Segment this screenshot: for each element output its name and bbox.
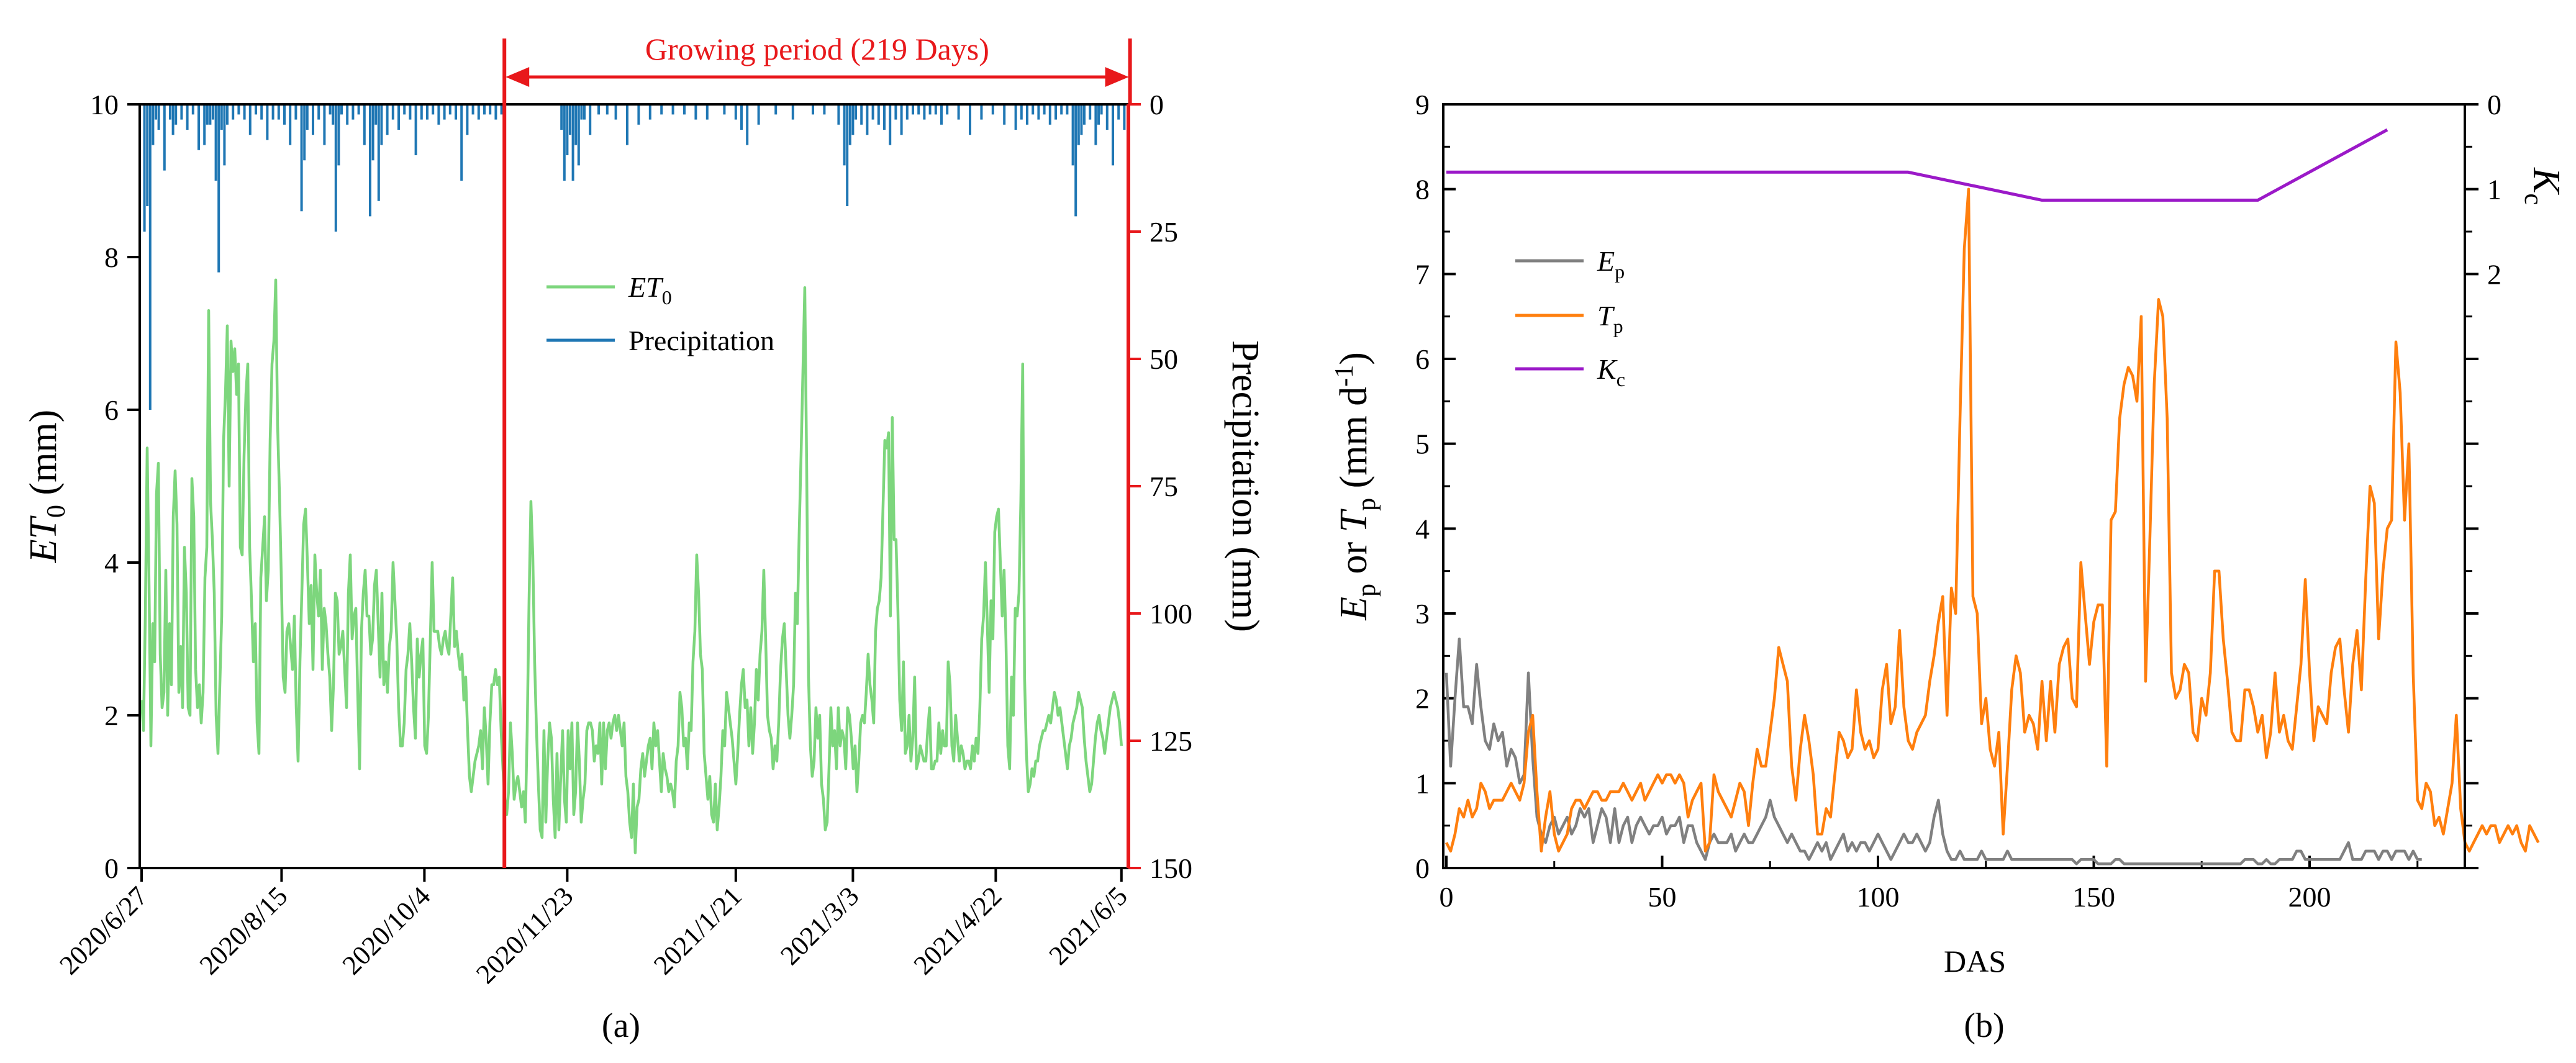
growing-period-label: Growing period (219 Days): [645, 32, 989, 66]
panel-a-right-y-ticks: 0 25 50 75 100 125 150: [1128, 89, 1192, 884]
panel-b-right-y-tick-label: 2: [2487, 258, 2501, 290]
panel-b-label: (b): [1964, 1006, 2004, 1045]
panel-a-right-y-tick-label: 75: [1150, 471, 1178, 502]
panel-a-right-y-tick-label: 150: [1150, 853, 1192, 884]
panel-b-left-y-tick-label: 5: [1415, 428, 1430, 460]
panel-a-x-tick-label: 2021/1/21: [648, 880, 748, 980]
panel-b-x-tick-label: 50: [1648, 881, 1677, 913]
panel-a-left-y-tick-label: 8: [104, 242, 119, 273]
panel-a-x-tick-label: 2021/4/22: [908, 880, 1008, 980]
panel-b-left-y-tick-label: 8: [1415, 174, 1430, 206]
panel-b-x-ticks: 0 50 100 150 200: [1440, 856, 2419, 913]
legend-precipitation-label: Precipitation: [628, 325, 774, 356]
panel-a-right-y-axis-title: Precipitation (mm): [1224, 340, 1266, 632]
panel-b-plot-frame: [1442, 103, 2466, 869]
panel-b-x-tick-label: 100: [1857, 881, 1900, 913]
panel-b-left-y-ticks: 0 1 2 3 4 5 6 7 8 9: [1415, 89, 1456, 884]
panel-a-x-tick-label: 2020/10/4: [337, 880, 437, 980]
panel-b-left-y-tick-label: 4: [1415, 513, 1430, 545]
legend-et0-label: ET0: [628, 271, 672, 309]
panel-b-left-y-tick-label: 0: [1415, 853, 1430, 884]
panel-a-x-tick-label: 2021/6/5: [1043, 880, 1133, 970]
panel-b-ep-series-line: [1444, 637, 2422, 866]
panel-a-right-y-tick-label: 100: [1150, 598, 1192, 630]
growing-period-arrowhead-left: [506, 67, 530, 87]
panel-b-right-y-tick-label: 0: [2487, 89, 2501, 120]
panel-a-right-y-tick-label: 50: [1150, 343, 1178, 375]
panel-a-et0-precipitation-chart: 2020/6/27 2020/8/15 2020/10/4 2020/11/23 202…: [22, 32, 1266, 1045]
panel-a-et0-series-line: [140, 278, 1123, 854]
panel-a-left-y-tick-label: 6: [104, 394, 119, 426]
legend-kc-label: Kc: [1597, 353, 1625, 391]
panel-b-legend: Ep Tp Kc: [1515, 245, 1625, 391]
legend-tp-label: Tp: [1597, 300, 1623, 337]
panel-b-left-y-tick-label: 1: [1415, 767, 1430, 799]
panel-b-left-y-tick-label: 7: [1415, 258, 1430, 290]
panel-b-left-y-tick-label: 3: [1415, 598, 1430, 630]
panel-b-left-y-tick-label: 6: [1415, 343, 1430, 375]
panel-a-x-tick-label: 2020/6/27: [53, 880, 153, 980]
panel-a-left-y-tick-label: 10: [90, 89, 119, 120]
panel-b-kc-series-line: [1446, 128, 2388, 202]
panel-b-x-axis-title: DAS: [1944, 944, 2006, 979]
panel-a-left-y-axis-title: ET0 (mm): [22, 410, 71, 564]
panel-a-right-y-tick-label: 125: [1150, 725, 1192, 757]
panel-a-right-y-tick-label: 0: [1150, 89, 1164, 120]
panel-b-right-y-tick-label: 1: [2487, 174, 2501, 206]
panel-a-x-tick-label: 2021/3/3: [774, 880, 864, 970]
panel-a-precipitation-bars: [143, 104, 1126, 410]
panel-a-x-tick-label: 2020/11/23: [470, 880, 579, 989]
panel-b-x-tick-label: 150: [2072, 881, 2115, 913]
panel-b-right-y-axis-title: Kc: [2519, 167, 2567, 205]
panel-b-x-tick-label: 0: [1440, 881, 1454, 913]
legend-ep-label: Ep: [1597, 245, 1625, 283]
panel-a-left-y-ticks: 0 2 4 6 8 10: [90, 89, 140, 884]
panel-a-left-y-tick-label: 4: [104, 547, 119, 579]
panel-a-right-y-tick-label: 25: [1150, 216, 1178, 248]
panel-b-left-y-tick-label: 2: [1415, 683, 1430, 715]
panel-a-x-tick-label: 2020/8/15: [194, 880, 294, 980]
panel-a-x-ticks: 2020/6/27 2020/8/15 2020/10/4 2020/11/23 202…: [53, 868, 1133, 990]
panel-b-left-y-axis-title: Ep or Tp (mm d-1): [1330, 352, 1381, 621]
panel-a-legend: ET0 Precipitation: [546, 271, 774, 356]
panel-a-left-y-tick-label: 2: [104, 700, 119, 731]
panel-b-x-tick-label: 200: [2288, 881, 2331, 913]
panel-b-ep-tp-kc-chart: 0 50 100 150 200 0 1 2 3 4 5 6 7 8 9 0 1 2 DAS Ep or Tp…: [1330, 89, 2567, 1045]
panel-b-left-y-tick-label: 9: [1415, 89, 1430, 120]
growing-period-arrowhead-right: [1105, 67, 1129, 87]
panel-a-label: (a): [602, 1006, 640, 1045]
panel-b-tp-series-line: [1444, 188, 2540, 853]
panel-b-right-y-ticks: 0 1 2: [2465, 89, 2501, 869]
panel-a-left-y-tick-label: 0: [104, 853, 119, 884]
